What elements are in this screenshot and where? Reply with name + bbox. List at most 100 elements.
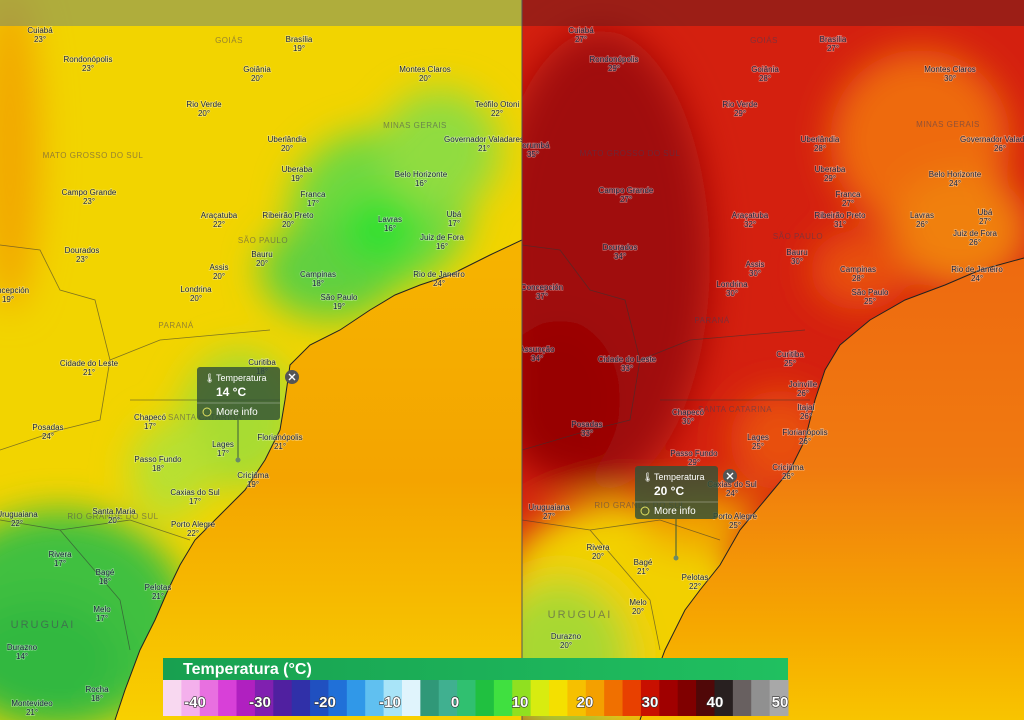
city-temperature[interactable]: 16° [383, 223, 397, 234]
city-name[interactable]: Pelotas [681, 572, 709, 583]
city-name[interactable]: Londrina [716, 279, 749, 290]
city-temperature[interactable]: 22° [212, 219, 226, 230]
city-name[interactable]: Chapecó [133, 412, 167, 423]
more-info-link[interactable]: More info [216, 407, 258, 418]
city-name[interactable]: Posadas [32, 422, 65, 433]
city-name[interactable]: Rio Verde [186, 99, 223, 110]
city-temperature[interactable]: 27° [826, 43, 840, 54]
city-temperature[interactable]: 21° [25, 707, 39, 718]
city-name[interactable]: Passo Fundo [670, 448, 719, 459]
city-temperature[interactable]: 19° [246, 479, 260, 490]
city-name[interactable]: Campinas [299, 269, 337, 280]
city-temperature[interactable]: 18° [151, 463, 165, 474]
city-name[interactable]: Assis [209, 262, 230, 273]
city-name[interactable]: Franca [835, 189, 862, 200]
city-temperature[interactable]: 17° [95, 613, 109, 624]
city-temperature[interactable]: 26° [796, 388, 810, 399]
city-name[interactable]: Uruguaiana [0, 509, 39, 520]
city-temperature[interactable]: 28° [851, 273, 865, 284]
city-name[interactable]: Assis [745, 259, 766, 270]
city-name[interactable]: Campinas [839, 264, 877, 275]
city-temperature[interactable]: 22° [186, 528, 200, 539]
close-button[interactable] [285, 370, 299, 384]
city-temperature[interactable]: 20° [107, 515, 121, 526]
city-temperature[interactable]: 18° [311, 278, 325, 289]
city-temperature[interactable]: 17° [306, 198, 320, 209]
city-name[interactable]: Cidade do Leste [59, 358, 119, 369]
city-name[interactable]: Florianópolis [257, 432, 304, 443]
city-name[interactable]: Bagé [95, 567, 116, 578]
city-name[interactable]: Goiânia [750, 64, 780, 75]
city-name[interactable]: Cidade do Leste [597, 354, 657, 365]
city-temperature[interactable]: 29° [607, 63, 621, 74]
city-name[interactable]: Durazno [550, 631, 582, 642]
city-temperature[interactable]: 20° [559, 640, 573, 651]
city-temperature[interactable]: 26° [798, 436, 812, 447]
city-temperature[interactable]: 18° [98, 576, 112, 587]
city-temperature[interactable]: 23° [82, 196, 96, 207]
city-temperature[interactable]: 17° [188, 496, 202, 507]
city-temperature[interactable]: 22° [688, 581, 702, 592]
city-name[interactable]: Rio de Janeiro [950, 264, 1004, 275]
city-name[interactable]: Belo Horizonte [928, 169, 983, 180]
city-temperature[interactable]: 32° [743, 219, 757, 230]
city-name[interactable]: Uberaba [281, 164, 314, 175]
city-name[interactable]: Lages [746, 432, 769, 443]
city-name[interactable]: Curitiba [775, 349, 805, 360]
city-temperature[interactable]: 17° [216, 448, 230, 459]
city-temperature[interactable]: 28° [813, 143, 827, 154]
city-name[interactable]: Teófilo Otoni [474, 99, 520, 110]
city-name[interactable]: Chapecó [671, 407, 705, 418]
city-name[interactable]: Rivera [586, 542, 611, 553]
close-button[interactable] [723, 469, 737, 483]
city-temperature[interactable]: 27° [574, 34, 588, 45]
city-temperature[interactable]: 26° [968, 237, 982, 248]
city-temperature[interactable]: 29° [733, 108, 747, 119]
city-temperature[interactable]: 26° [993, 143, 1007, 154]
city-temperature[interactable]: 19° [292, 43, 306, 54]
city-name[interactable]: Uberlândia [267, 134, 308, 145]
more-info-link[interactable]: More info [654, 506, 696, 517]
city-temperature[interactable]: 35° [526, 149, 540, 160]
city-temperature[interactable]: 30° [725, 288, 739, 299]
city-temperature[interactable]: 17° [447, 218, 461, 229]
city-name[interactable]: Caxias do Sul [170, 487, 221, 498]
city-temperature[interactable]: 23° [81, 63, 95, 74]
city-temperature[interactable]: 30° [681, 416, 695, 427]
city-name[interactable]: Cuiabá [568, 25, 595, 36]
city-name[interactable]: Ribeirão Preto [814, 210, 867, 221]
city-name[interactable]: São Paulo [851, 287, 890, 298]
city-name[interactable]: Lages [211, 439, 234, 450]
city-name[interactable]: Brasília [819, 34, 848, 45]
city-name[interactable]: Araçatuba [731, 210, 770, 221]
city-name[interactable]: Londrina [180, 284, 213, 295]
city-name[interactable]: Araçatuba [200, 210, 239, 221]
right-map[interactable]: GOIÁS MINAS GERAIS MATO GROSSO DO SUL SÃO P… [490, 0, 1024, 720]
city-temperature[interactable]: 21° [82, 367, 96, 378]
city-name[interactable]: Santa Maria [92, 506, 137, 517]
city-temperature[interactable]: 21° [477, 143, 491, 154]
city-name[interactable]: Lavras [377, 214, 403, 225]
city-name[interactable]: Dourados [602, 242, 638, 253]
city-temperature[interactable]: 24° [432, 278, 446, 289]
city-name[interactable]: Concepción [521, 282, 564, 293]
city-temperature[interactable]: 25° [751, 441, 765, 452]
city-name[interactable]: Passo Fundo [134, 454, 183, 465]
city-name[interactable]: Uberlândia [800, 134, 841, 145]
city-name[interactable]: Lavras [909, 210, 935, 221]
city-temperature[interactable]: 20° [250, 73, 264, 84]
city-temperature[interactable]: 20° [280, 143, 294, 154]
city-temperature[interactable]: 16° [414, 178, 428, 189]
city-temperature[interactable]: 30° [943, 73, 957, 84]
city-temperature[interactable]: 23° [33, 34, 47, 45]
city-temperature[interactable]: 20° [631, 606, 645, 617]
city-temperature[interactable]: 33° [620, 363, 634, 374]
city-temperature[interactable]: 17° [143, 421, 157, 432]
city-temperature[interactable]: 22° [490, 108, 504, 119]
city-temperature[interactable]: 20° [189, 293, 203, 304]
city-temperature[interactable]: 20° [418, 73, 432, 84]
city-name[interactable]: Campo Grande [598, 185, 655, 196]
city-name[interactable]: Ubá [446, 209, 463, 220]
city-name[interactable]: Rondonópolis [63, 54, 113, 65]
city-temperature[interactable]: 28° [758, 73, 772, 84]
